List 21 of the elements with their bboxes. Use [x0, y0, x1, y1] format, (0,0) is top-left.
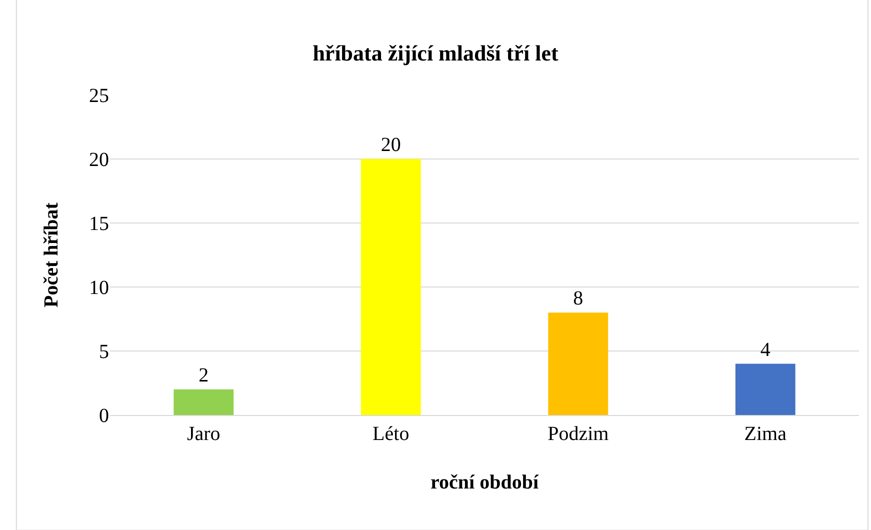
- x-tick-label: Jaro: [186, 423, 220, 445]
- y-tick-label: 25: [89, 85, 109, 107]
- bar: [735, 364, 796, 415]
- data-label: 8: [573, 288, 584, 310]
- y-tick-label: 10: [89, 277, 109, 299]
- data-label: 4: [760, 338, 770, 361]
- data-label: 20: [380, 134, 401, 156]
- x-axis-title: roční období: [430, 472, 539, 494]
- y-tick-label: 20: [89, 149, 109, 171]
- x-tick-label: Podzim: [548, 423, 610, 445]
- bar: [174, 389, 234, 415]
- bar: [548, 312, 608, 415]
- x-tick-label: Léto: [372, 423, 410, 445]
- x-tick-label: Zima: [744, 423, 787, 445]
- y-tick-label: 0: [99, 405, 109, 427]
- y-tick-label: 15: [89, 213, 109, 235]
- y-axis-title: Počet hříbat: [40, 202, 62, 308]
- data-label: 2: [198, 364, 209, 386]
- bar: [360, 159, 421, 415]
- y-tick-label: 5: [99, 341, 109, 363]
- chart-title: hříbata žijící mladší tří let: [312, 40, 559, 66]
